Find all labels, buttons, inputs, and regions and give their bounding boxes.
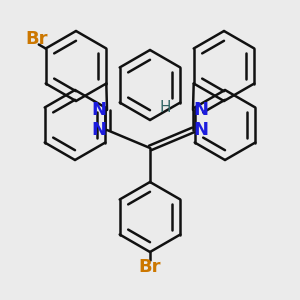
Text: N: N bbox=[92, 121, 106, 139]
Text: N: N bbox=[194, 121, 208, 139]
Text: Br: Br bbox=[139, 258, 161, 276]
Text: N: N bbox=[194, 101, 208, 119]
Text: Br: Br bbox=[26, 31, 48, 49]
Text: H: H bbox=[159, 100, 171, 115]
Text: N: N bbox=[92, 101, 106, 119]
